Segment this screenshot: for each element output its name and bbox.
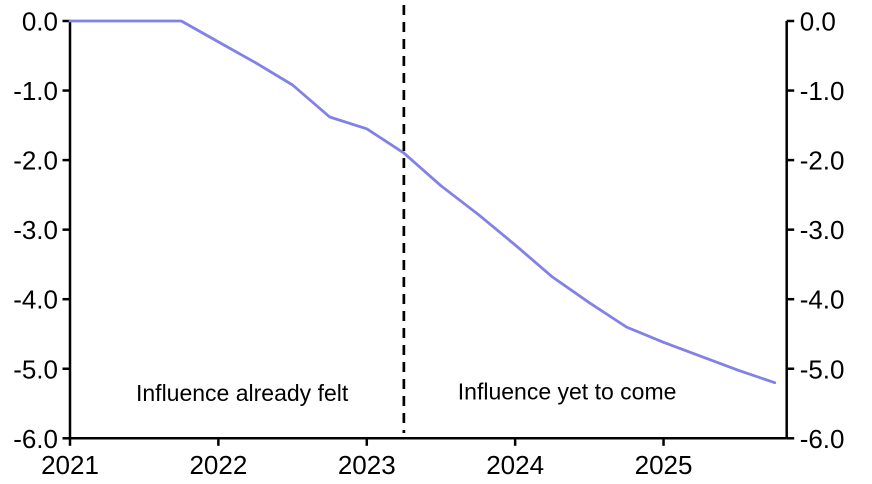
y-tick-label-left: -1.0 — [13, 76, 58, 106]
y-tick-label-left: -6.0 — [13, 424, 58, 454]
y-tick-label-right: -5.0 — [800, 354, 845, 384]
y-tick-label-left: -4.0 — [13, 285, 58, 315]
y-tick-label-left: -2.0 — [13, 146, 58, 176]
y-tick-label-left: 0.0 — [22, 7, 58, 37]
y-tick-label-right: -2.0 — [800, 146, 845, 176]
x-tick-label: 2025 — [635, 450, 693, 480]
x-tick-label: 2024 — [486, 450, 544, 480]
y-tick-label-left: -5.0 — [13, 354, 58, 384]
y-tick-label-right: -6.0 — [800, 424, 845, 454]
y-tick-label-right: -3.0 — [800, 215, 845, 245]
x-tick-label: 2022 — [189, 450, 247, 480]
y-tick-label-right: 0.0 — [800, 7, 836, 37]
x-tick-label: 2023 — [338, 450, 396, 480]
annotation-influence-already-felt: Influence already felt — [136, 380, 349, 406]
y-tick-label-right: -1.0 — [800, 76, 845, 106]
y-tick-label-right: -4.0 — [800, 285, 845, 315]
y-tick-label-left: -3.0 — [13, 215, 58, 245]
x-tick-label: 2021 — [41, 450, 99, 480]
annotation-influence-yet-to-come: Influence yet to come — [458, 379, 677, 405]
influence-data-line — [68, 19, 777, 385]
